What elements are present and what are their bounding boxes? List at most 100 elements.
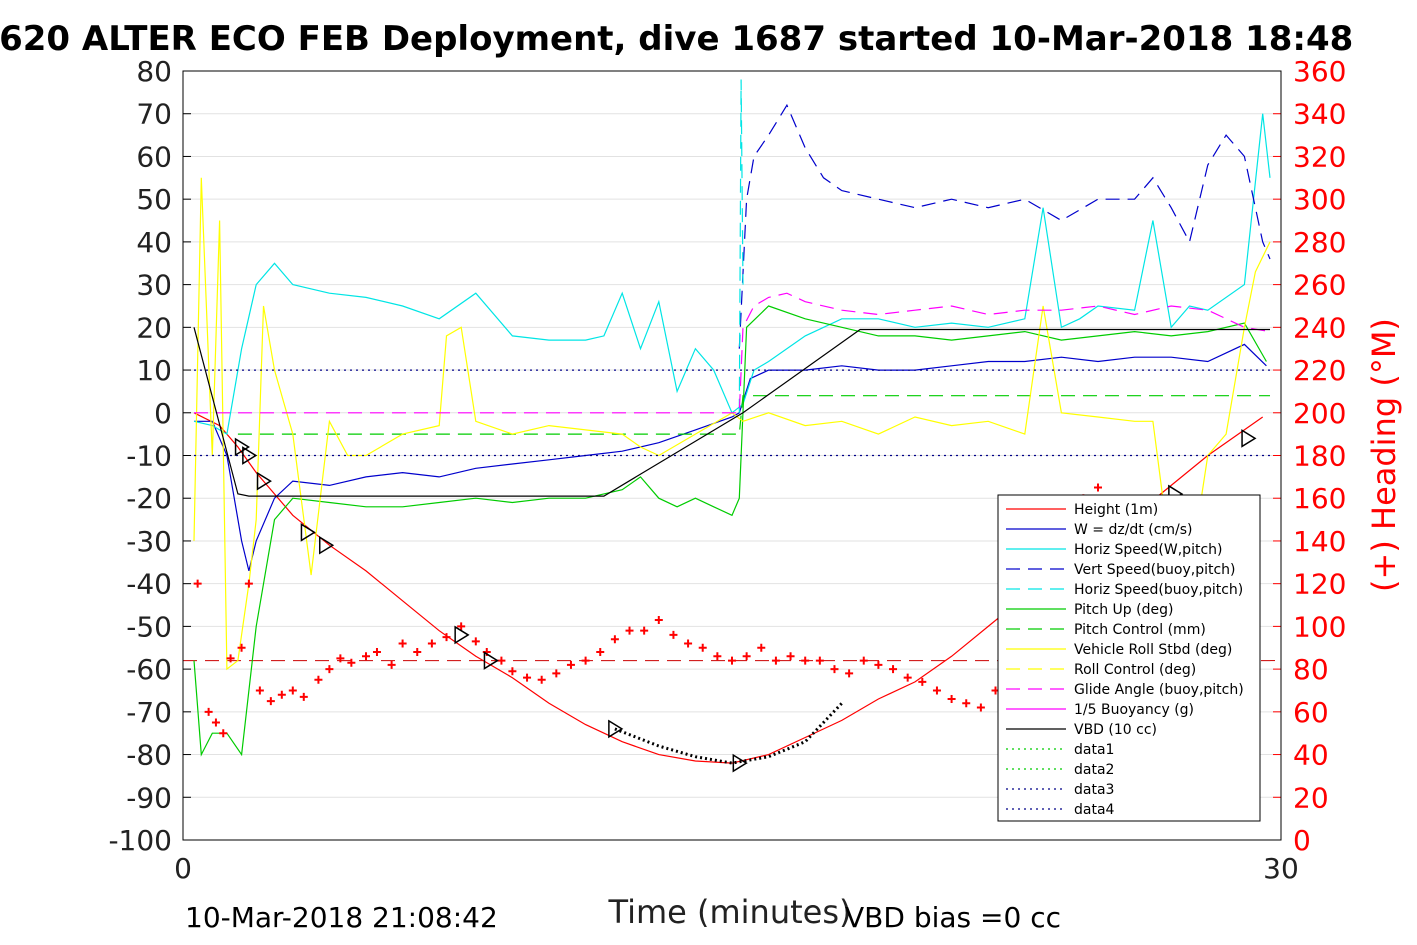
series-line	[738, 79, 744, 413]
heading-point	[903, 673, 912, 682]
legend-entry: Height (1m)	[1074, 502, 1158, 518]
heading-point	[523, 673, 532, 682]
y-tick-label: 80	[136, 55, 172, 88]
legend-entry: VBD (10 cc)	[1074, 722, 1157, 738]
heading-point	[1094, 483, 1102, 492]
heading-point	[976, 703, 985, 712]
heading-point	[266, 697, 275, 706]
y-tick-label: 70	[136, 98, 172, 131]
triangle-marker	[256, 471, 272, 491]
heading-point	[427, 639, 436, 648]
series-line	[738, 103, 1271, 349]
right-tick-label: 40	[1293, 739, 1329, 772]
heading-point	[654, 615, 663, 624]
heading-point	[508, 667, 517, 676]
heading-point	[874, 660, 883, 669]
y-tick-label: -50	[126, 610, 172, 643]
y-tick-label: -80	[126, 739, 172, 772]
series-line	[194, 292, 1271, 414]
y-tick-label: -100	[108, 824, 172, 857]
heading-point	[299, 692, 308, 701]
legend-entry: Roll Control (deg)	[1074, 662, 1196, 678]
legend: Height (1m) W = dz/dt (cm/s) Horiz Speed(W…	[997, 494, 1261, 822]
right-tick-label: 280	[1293, 226, 1346, 259]
right-tick-label: 220	[1293, 354, 1346, 387]
heading-point	[728, 656, 736, 665]
right-tick-label: 100	[1293, 610, 1346, 643]
heading-point	[413, 648, 422, 657]
heading-point	[442, 633, 451, 642]
heading-point	[698, 643, 707, 652]
heading-point	[932, 686, 941, 695]
right-tick-label: 0	[1293, 824, 1311, 857]
heading-point	[962, 699, 971, 708]
right-tick-label: 20	[1293, 781, 1329, 814]
triangle-marker	[242, 446, 258, 465]
y-tick-label: -30	[126, 525, 172, 558]
footer-vbd-bias: VBD bias =0 cc	[845, 901, 1061, 934]
right-axis-label: (+) Heading (°M)	[1365, 318, 1403, 592]
triangle-marker	[318, 535, 335, 555]
heading-point	[372, 648, 381, 657]
heading-point	[362, 652, 370, 661]
heading-point	[193, 579, 202, 588]
heading-point	[255, 686, 264, 695]
triangle-marker	[300, 523, 316, 542]
triangle-marker	[732, 753, 748, 773]
series-line	[193, 113, 1271, 436]
heading-point	[947, 695, 956, 704]
right-tick-label: 260	[1293, 269, 1346, 302]
triangle-marker	[608, 719, 624, 739]
chart-title: SG620 ALTER ECO FEB Deployment, dive 168…	[0, 19, 1353, 59]
plot-frame	[182, 70, 1282, 841]
heading-point	[786, 652, 795, 661]
legend-entry: Vehicle Roll Stbd (deg)	[1074, 642, 1232, 658]
y-tick-label: -40	[126, 568, 172, 601]
heading-point	[314, 675, 323, 684]
heading-point	[845, 669, 854, 678]
series-line	[193, 305, 1267, 757]
triangle-marker	[454, 625, 470, 645]
y-tick-label: 30	[136, 269, 172, 302]
heading-point	[640, 626, 649, 635]
legend-entry: Vert Speed(buoy,pitch)	[1074, 562, 1236, 578]
triangle-marker	[483, 651, 499, 670]
heading-point	[757, 643, 766, 652]
y-tick-label: -90	[126, 781, 172, 814]
heading-point	[325, 665, 334, 674]
right-tick-label: 320	[1293, 140, 1346, 173]
y-tick-label: -60	[126, 653, 172, 686]
y-tick-label: 60	[136, 140, 172, 173]
legend-entry: Glide Angle (buoy,pitch)	[1074, 682, 1244, 698]
legend-entry: 1/5 Buoyancy (g)	[1074, 702, 1194, 718]
right-tick-label: 360	[1293, 55, 1346, 88]
heading-point	[889, 665, 898, 674]
y-tick-label: 50	[136, 183, 172, 216]
y-tick-label: 40	[136, 226, 172, 259]
series-line	[193, 327, 1270, 497]
series-line	[237, 395, 1270, 435]
heading-point	[669, 630, 678, 639]
x-tick-label: 0	[174, 852, 192, 885]
heading-point	[815, 656, 824, 665]
series-line	[194, 343, 1267, 572]
heading-point	[918, 677, 927, 686]
heading-point	[219, 729, 228, 738]
heading-point	[859, 656, 868, 665]
heading-point	[211, 718, 220, 727]
legend-entry: data3	[1074, 782, 1114, 798]
footer-timestamp: 10-Mar-2018 21:08:42	[185, 901, 498, 934]
heading-point	[457, 622, 466, 631]
heading-point	[226, 654, 235, 663]
heading-point	[347, 658, 356, 667]
y-tick-label: 20	[136, 311, 172, 344]
heading-point	[771, 656, 780, 665]
right-tick-label: 60	[1293, 696, 1329, 729]
heading-point	[581, 656, 590, 665]
right-tick-label: 120	[1293, 568, 1346, 601]
x-axis-label: Time (minutes)	[608, 893, 852, 931]
heading-point	[684, 639, 693, 648]
heading-point	[398, 639, 407, 648]
legend-entry: data1	[1074, 742, 1114, 758]
heading-point	[566, 660, 575, 669]
